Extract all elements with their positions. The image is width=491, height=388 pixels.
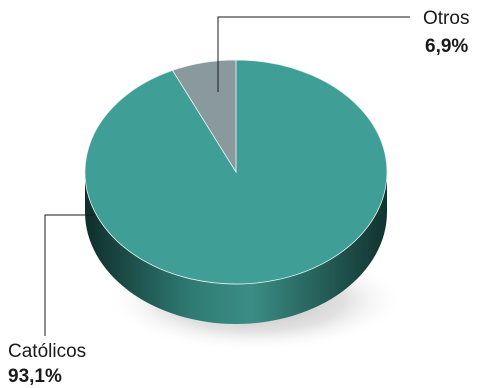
slice-label-otros: Otros	[423, 8, 469, 29]
pie-slice-otros	[171, 59, 237, 174]
pie-side-surface	[85, 172, 387, 324]
leader-line-catolicos	[44, 214, 95, 336]
slice-value-otros: 6,9%	[425, 36, 468, 57]
slice-value-catolicos: 93,1%	[8, 366, 62, 387]
leader-line-otros	[217, 16, 410, 92]
pie-side-wall	[85, 172, 387, 324]
slice-label-catolicos: Católicos	[8, 341, 86, 362]
pie-slices	[84, 59, 388, 285]
